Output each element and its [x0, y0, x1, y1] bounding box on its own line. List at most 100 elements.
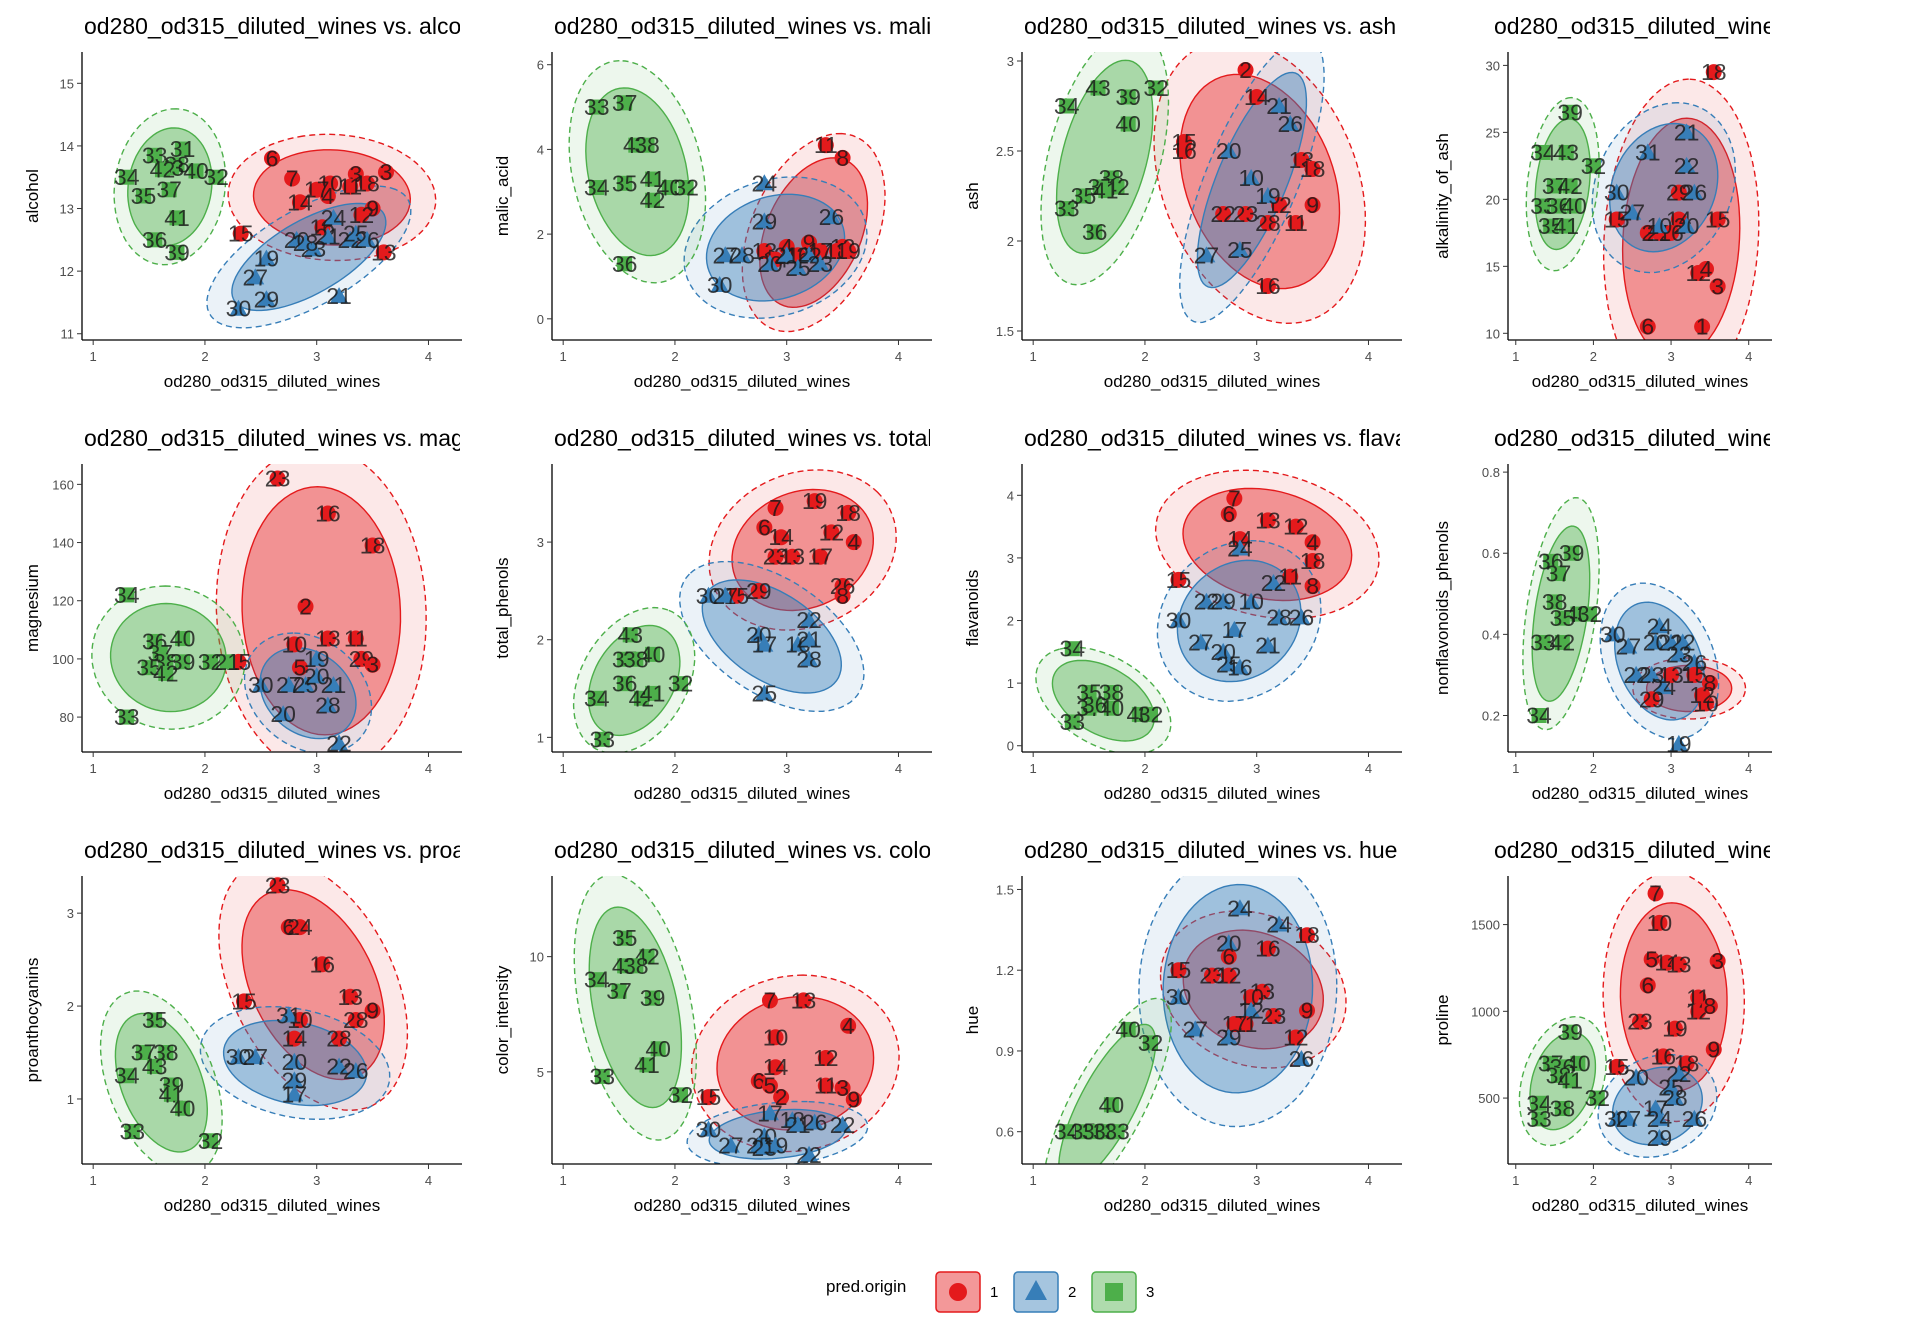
data-point	[158, 665, 174, 681]
point-label: 2	[1641, 220, 1654, 246]
point-label: 38	[623, 646, 649, 672]
point-label: 43	[617, 622, 643, 648]
data-point	[284, 170, 301, 187]
point-label: 27	[1616, 634, 1642, 660]
data-point	[1709, 278, 1726, 295]
x-tick-label: 4	[895, 761, 902, 776]
point-label: 3	[1711, 948, 1724, 974]
y-tick-label: 0.6	[1482, 546, 1500, 561]
data-point	[285, 1052, 304, 1069]
data-point	[147, 633, 163, 649]
y-axis-label: magnesium	[23, 564, 42, 652]
x-tick-label: 1	[1512, 349, 1519, 364]
data-point	[1270, 97, 1289, 113]
point-label: 13	[1666, 951, 1692, 977]
data-point	[1643, 951, 1660, 968]
point-label: 28	[315, 692, 341, 718]
data-point	[760, 254, 779, 271]
point-label: 12	[813, 1045, 839, 1071]
point-label: 16	[1650, 1043, 1676, 1069]
confidence-ellipse-2	[1591, 101, 1737, 274]
data-point	[589, 180, 605, 196]
y-tick-label: 0.2	[1482, 708, 1500, 723]
data-point	[353, 206, 370, 223]
data-point	[1170, 962, 1187, 979]
data-point	[1219, 142, 1238, 158]
y-tick-label: 15	[1486, 259, 1500, 274]
data-point	[822, 208, 841, 225]
data-point	[756, 243, 773, 260]
data-point	[1685, 1109, 1704, 1126]
data-point	[594, 1068, 610, 1084]
data-point	[188, 163, 204, 179]
x-axis-label: od280_od315_diluted_wines	[164, 372, 380, 391]
point-label: 30	[1166, 608, 1192, 634]
data-point	[1219, 655, 1238, 672]
point-label: 10	[1647, 910, 1673, 936]
legend-key-1: 1	[935, 1271, 998, 1313]
data-point	[1059, 98, 1075, 114]
confidence-ellipse-1	[215, 464, 427, 752]
chart-panel-1: od280_od315_diluted_wines vs. alcohol367…	[23, 13, 462, 391]
confidence-ellipse-2	[243, 632, 373, 752]
data-point	[1226, 490, 1243, 507]
point-label: 41	[1093, 178, 1119, 204]
point-label: 18	[360, 532, 386, 558]
point-label: 26	[1277, 111, 1303, 137]
point-label: 22	[1623, 662, 1649, 688]
point-label: 6	[1222, 944, 1235, 970]
point-label: 28	[293, 230, 319, 256]
data-point	[1638, 143, 1657, 160]
data-point	[1120, 1021, 1136, 1037]
point-label: 7	[1228, 485, 1241, 511]
point-label: 36	[142, 227, 168, 253]
y-axis-label: malic_acid	[493, 156, 512, 236]
point-label: 19	[835, 238, 861, 264]
point-label: 16	[1255, 273, 1281, 299]
point-label: 41	[640, 166, 666, 192]
data-point	[279, 676, 298, 693]
data-point	[845, 1091, 862, 1108]
data-point	[141, 660, 157, 676]
point-label: 23	[807, 251, 833, 277]
y-tick-label: 11	[61, 327, 75, 342]
confidence-ellipse-3	[99, 990, 223, 1164]
data-point	[119, 1068, 135, 1084]
x-axis-label: od280_od315_diluted_wines	[634, 1196, 850, 1215]
x-tick-label: 1	[1030, 349, 1037, 364]
point-label: 43	[142, 1053, 168, 1079]
point-label: 32	[1577, 601, 1603, 627]
data-point	[811, 254, 830, 271]
point-label: 4	[842, 1013, 855, 1039]
data-point	[1705, 1041, 1722, 1058]
data-point	[257, 249, 276, 266]
data-point	[1230, 899, 1249, 916]
point-label: 20	[1674, 213, 1700, 239]
data-point	[1543, 218, 1559, 234]
point-label: 7	[769, 495, 782, 521]
point-label: 30	[1166, 984, 1192, 1010]
x-tick-label: 2	[671, 1173, 678, 1188]
data-point	[322, 175, 339, 192]
data-point	[639, 137, 655, 153]
y-tick-label: 0.8	[1482, 465, 1500, 480]
point-label: 35	[612, 170, 638, 196]
x-tick-label: 1	[1512, 761, 1519, 776]
point-label: 6	[1641, 314, 1654, 340]
point-label: 23	[265, 466, 291, 492]
data-point	[1709, 211, 1726, 228]
chart-panel-3: od280_od315_diluted_wines vs. ash2141516…	[963, 13, 1402, 391]
point-label: 42	[1557, 173, 1583, 199]
data-point	[375, 244, 392, 261]
point-label: 27	[1194, 242, 1220, 268]
point-label: 25	[785, 255, 811, 281]
legend-key-3: 3	[1091, 1271, 1154, 1313]
y-tick-label: 1.5	[996, 882, 1014, 897]
data-point	[833, 1115, 852, 1132]
data-point	[1281, 115, 1300, 131]
y-tick-label: 1500	[1471, 918, 1500, 933]
data-point	[297, 598, 314, 615]
point-label: 40	[640, 641, 666, 667]
data-point	[812, 548, 829, 565]
